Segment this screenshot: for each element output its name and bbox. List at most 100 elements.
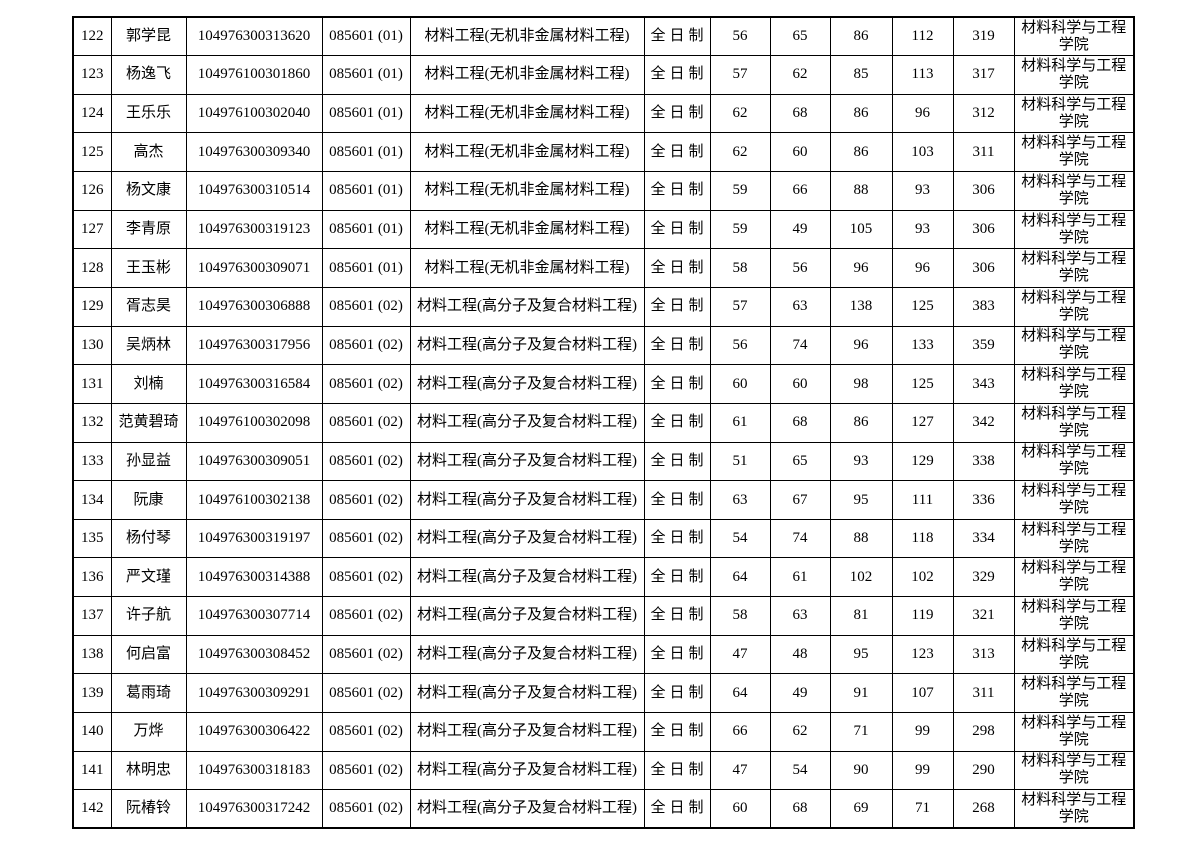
cell-major: 材料工程(高分子及复合材料工程) [409,480,645,520]
cell-total: 343 [952,364,1015,404]
cell-no: 141 [72,750,112,791]
cell-college: 材料科学与工程学院 [1013,596,1135,636]
cell-score1: 56 [709,325,771,366]
cell-candidate-id: 104976300317242 [185,789,323,829]
cell-name: 王玉彬 [110,248,187,288]
cell-college: 材料科学与工程学院 [1013,171,1135,211]
cell-no: 136 [72,557,112,598]
cell-candidate-id: 104976300314388 [185,557,323,598]
cell-candidate-id: 104976300309051 [185,441,323,482]
admission-scores-table: 122 郭学昆 104976300313620 085601 (01) 材料工程(无机非… [72,16,1135,830]
cell-no: 133 [72,441,112,482]
cell-score4: 99 [891,750,954,791]
cell-name: 葛雨琦 [110,673,187,714]
cell-college: 材料科学与工程学院 [1013,55,1135,95]
cell-score2: 49 [769,209,831,250]
cell-program-code: 085601 (01) [321,55,411,95]
cell-total: 317 [952,55,1015,95]
cell-score4: 96 [891,93,954,134]
cell-study-mode: 全日制 [643,480,711,520]
cell-score3: 88 [829,171,893,211]
cell-candidate-id: 104976300319123 [185,209,323,250]
cell-score2: 60 [769,364,831,404]
cell-study-mode: 全日制 [643,171,711,211]
cell-study-mode: 全日制 [643,93,711,134]
cell-study-mode: 全日制 [643,673,711,714]
cell-program-code: 085601 (02) [321,712,411,752]
cell-college: 材料科学与工程学院 [1013,712,1135,752]
cell-score4: 103 [891,132,954,173]
cell-name: 阮康 [110,480,187,520]
cell-score2: 68 [769,789,831,829]
cell-no: 134 [72,480,112,520]
cell-college: 材料科学与工程学院 [1013,209,1135,250]
cell-candidate-id: 104976300319197 [185,518,323,559]
cell-score2: 67 [769,480,831,520]
cell-major: 材料工程(高分子及复合材料工程) [409,634,645,675]
cell-program-code: 085601 (01) [321,209,411,250]
cell-score4: 96 [891,248,954,288]
cell-name: 刘楠 [110,364,187,404]
cell-college: 材料科学与工程学院 [1013,441,1135,482]
cell-program-code: 085601 (01) [321,93,411,134]
cell-college: 材料科学与工程学院 [1013,789,1135,829]
cell-score1: 58 [709,596,771,636]
cell-total: 359 [952,325,1015,366]
cell-name: 万烨 [110,712,187,752]
cell-study-mode: 全日制 [643,209,711,250]
cell-no: 127 [72,209,112,250]
cell-score2: 74 [769,518,831,559]
table-row: 141 林明忠 104976300318183 085601 (02) 材料工程(高分子… [72,750,1135,791]
cell-score1: 66 [709,712,771,752]
cell-total: 338 [952,441,1015,482]
cell-candidate-id: 104976300309071 [185,248,323,288]
cell-candidate-id: 104976300318183 [185,750,323,791]
cell-score1: 47 [709,634,771,675]
cell-score4: 111 [891,480,954,520]
cell-major: 材料工程(无机非金属材料工程) [409,132,645,173]
cell-college: 材料科学与工程学院 [1013,518,1135,559]
cell-major: 材料工程(高分子及复合材料工程) [409,364,645,404]
cell-score2: 49 [769,673,831,714]
cell-score1: 57 [709,286,771,327]
cell-major: 材料工程(高分子及复合材料工程) [409,441,645,482]
cell-candidate-id: 104976300310514 [185,171,323,211]
cell-program-code: 085601 (02) [321,750,411,791]
cell-no: 124 [72,93,112,134]
cell-score4: 113 [891,55,954,95]
cell-score1: 56 [709,16,771,57]
cell-total: 311 [952,132,1015,173]
cell-score3: 93 [829,441,893,482]
cell-program-code: 085601 (02) [321,673,411,714]
cell-program-code: 085601 (02) [321,364,411,404]
cell-no: 140 [72,712,112,752]
cell-college: 材料科学与工程学院 [1013,325,1135,366]
table-row: 138 何启富 104976300308452 085601 (02) 材料工程(高分子… [72,634,1135,675]
cell-program-code: 085601 (02) [321,286,411,327]
cell-candidate-id: 104976300317956 [185,325,323,366]
cell-score2: 68 [769,402,831,443]
cell-score3: 105 [829,209,893,250]
cell-candidate-id: 104976100302138 [185,480,323,520]
table-row: 133 孙显益 104976300309051 085601 (02) 材料工程(高分子… [72,441,1135,482]
table-row: 123 杨逸飞 104976100301860 085601 (01) 材料工程(无机非… [72,55,1135,95]
admission-scores-table-body: 122 郭学昆 104976300313620 085601 (01) 材料工程(无机非… [72,16,1135,829]
cell-score4: 102 [891,557,954,598]
cell-major: 材料工程(无机非金属材料工程) [409,171,645,211]
cell-score4: 127 [891,402,954,443]
cell-candidate-id: 104976300306422 [185,712,323,752]
cell-study-mode: 全日制 [643,16,711,57]
cell-total: 290 [952,750,1015,791]
table-row: 136 严文瑾 104976300314388 085601 (02) 材料工程(高分子… [72,557,1135,598]
cell-score3: 86 [829,93,893,134]
cell-major: 材料工程(高分子及复合材料工程) [409,789,645,829]
cell-major: 材料工程(高分子及复合材料工程) [409,402,645,443]
cell-college: 材料科学与工程学院 [1013,16,1135,57]
cell-study-mode: 全日制 [643,789,711,829]
cell-candidate-id: 104976300306888 [185,286,323,327]
cell-score2: 74 [769,325,831,366]
cell-score4: 119 [891,596,954,636]
cell-score2: 48 [769,634,831,675]
cell-score4: 99 [891,712,954,752]
cell-program-code: 085601 (01) [321,16,411,57]
